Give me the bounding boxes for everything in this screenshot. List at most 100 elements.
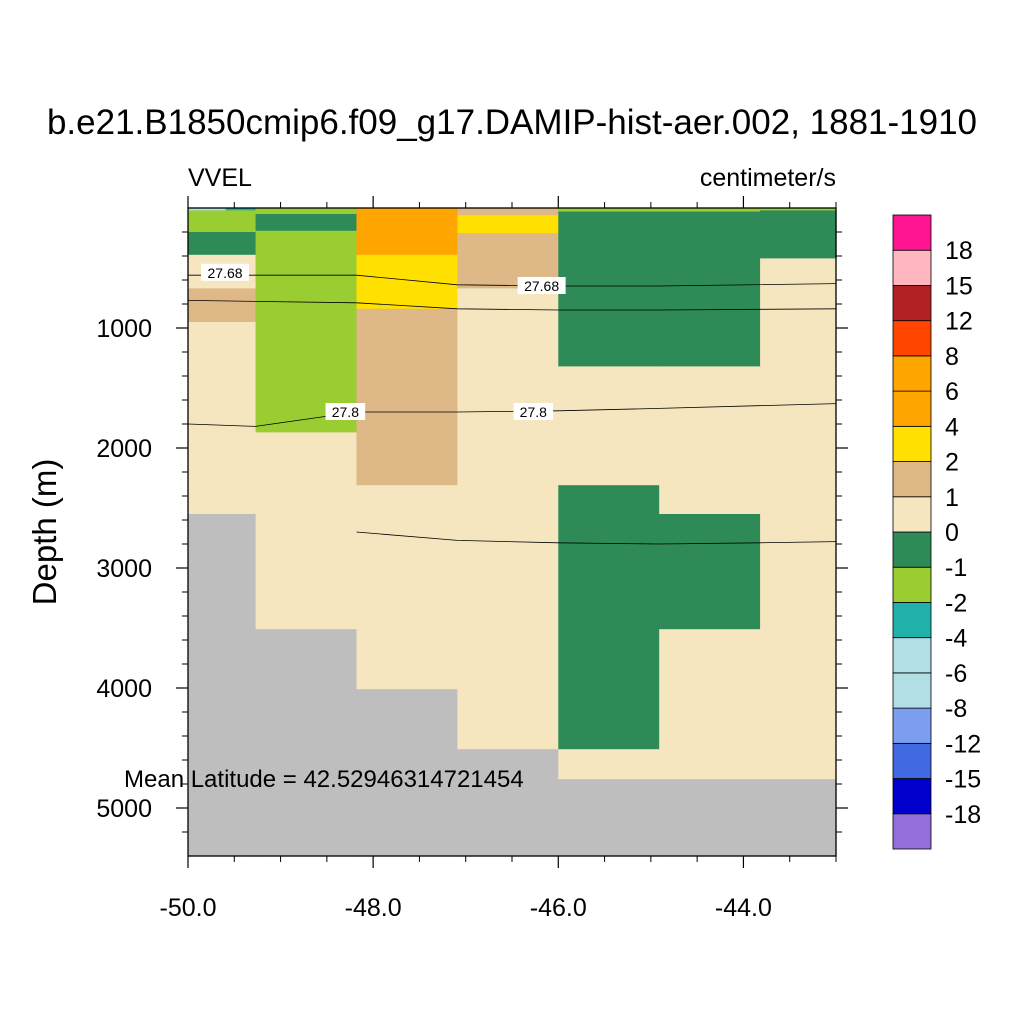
- data-cell: [659, 514, 761, 630]
- land-cell: [188, 514, 257, 857]
- data-cell: [356, 254, 458, 310]
- heatmap-cells: [188, 208, 837, 857]
- colorbar-box: [892, 249, 932, 286]
- data-cell: [188, 288, 257, 323]
- mean-latitude-annotation: Mean Latitude = 42.52946314721454: [124, 766, 524, 793]
- data-cell: [558, 749, 660, 780]
- x-tick-label: -48.0: [345, 894, 402, 922]
- data-cell: [558, 208, 660, 213]
- colorbar-box: [892, 566, 932, 603]
- colorbar-label: -4: [945, 625, 967, 653]
- colorbar-box: [892, 355, 932, 392]
- colorbar-box: [892, 320, 932, 357]
- data-cell: [356, 208, 458, 256]
- data-cell: [457, 215, 559, 234]
- colorbar-box: [892, 390, 932, 427]
- y-tick-label: 4000: [96, 675, 152, 703]
- data-cell: [760, 208, 837, 211]
- data-cell: [188, 210, 257, 233]
- contour-line: [188, 274, 837, 287]
- colorbar-box: [892, 496, 932, 533]
- data-cell: [760, 258, 837, 780]
- colorbar-label: 12: [945, 308, 973, 336]
- colorbar-label: 0: [945, 519, 959, 547]
- colorbar-box: [892, 778, 932, 815]
- contour-label-box: [517, 277, 566, 294]
- data-cell: [558, 211, 660, 367]
- contour-label: 27.68: [208, 265, 243, 281]
- land-cell: [659, 779, 761, 857]
- x-tick-label: -50.0: [160, 894, 217, 922]
- colorbar-label: -8: [945, 695, 967, 723]
- colorbar-box: [892, 425, 932, 462]
- variable-label: VVEL: [188, 164, 252, 192]
- colorbar-box: [892, 813, 932, 850]
- land-cell: [356, 689, 458, 857]
- contour-label: 27.8: [520, 404, 547, 420]
- colorbar-label: 8: [945, 343, 959, 371]
- contour-label: 27.8: [332, 404, 359, 420]
- data-cell: [188, 322, 257, 515]
- chart-title: b.e21.B1850cmip6.f09_g17.DAMIP-hist-aer.…: [47, 103, 977, 142]
- contour-label-box: [513, 403, 554, 420]
- contour-label-box: [201, 263, 250, 281]
- data-cell: [255, 432, 358, 630]
- y-axis-label: Depth (m): [26, 459, 63, 606]
- colorbar-label: -15: [945, 766, 981, 794]
- contour-label: 27.68: [524, 278, 559, 294]
- units-label: centimeter/s: [700, 164, 836, 192]
- data-cell: [356, 308, 458, 486]
- land-cell: [457, 749, 559, 857]
- data-cell: [760, 210, 837, 259]
- data-cell: [558, 485, 660, 750]
- y-tick-label: 2000: [96, 435, 152, 463]
- contour-line: [356, 531, 837, 545]
- data-cell: [457, 288, 559, 750]
- data-cell: [356, 485, 458, 690]
- y-tick-label: 5000: [96, 795, 152, 823]
- data-cell: [659, 208, 761, 213]
- colorbar-label: 6: [945, 378, 959, 406]
- axes: -50.0 -48.0 -46.0 -44.0 1000 2000 3000 4000 5000: [96, 196, 848, 922]
- data-cell: [457, 208, 559, 216]
- colorbar-box: [892, 637, 932, 674]
- contour-label-box: [325, 403, 366, 420]
- colorbar-box: [892, 461, 932, 498]
- colorbar-box: [892, 531, 932, 568]
- colorbar-label: 18: [945, 237, 973, 265]
- data-cell: [659, 629, 761, 780]
- data-cell: [659, 211, 761, 367]
- x-tick-label: -44.0: [715, 894, 772, 922]
- colorbar-label: -18: [945, 801, 981, 829]
- data-cell: [255, 230, 358, 433]
- data-cell: [188, 208, 226, 211]
- data-cell: [558, 366, 660, 486]
- colorbar-box: [892, 285, 932, 322]
- colorbar-label: 15: [945, 272, 973, 300]
- colorbar-box: [892, 214, 932, 251]
- colorbar-label: 1: [945, 484, 959, 512]
- contour-line: [187, 403, 837, 427]
- data-cell: [659, 366, 761, 515]
- land-cell: [760, 779, 837, 857]
- data-cell: [188, 232, 257, 256]
- land-cell: [255, 629, 358, 857]
- colorbar-box: [892, 672, 932, 709]
- colorbar-label: -6: [945, 660, 967, 688]
- colorbar-box: [892, 742, 932, 779]
- colorbar-label: -12: [945, 730, 981, 758]
- contour-lines: 27.68 27.68 27.8 27.8: [187, 263, 837, 545]
- y-tick-label: 3000: [96, 555, 152, 583]
- colorbar-label: 4: [945, 413, 959, 441]
- contour-line: [187, 300, 837, 311]
- colorbar-box: [892, 707, 932, 744]
- y-tick-label: 1000: [96, 315, 152, 343]
- colorbar-box: [892, 602, 932, 639]
- x-tick-label: -46.0: [530, 894, 587, 922]
- colorbar-label: 2: [945, 449, 959, 477]
- data-cell: [255, 208, 358, 215]
- data-cell: [255, 214, 358, 232]
- land-cell: [558, 779, 660, 857]
